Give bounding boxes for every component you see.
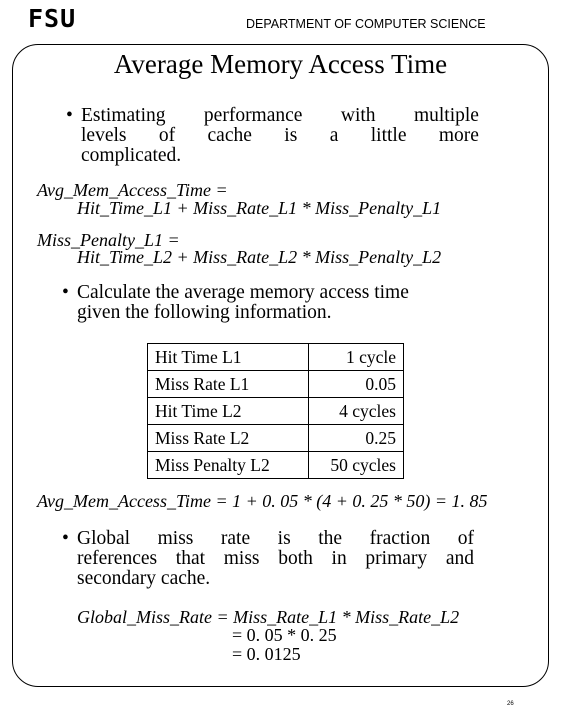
table-label-cell: Hit Time L1 [147,343,309,371]
amat-formula-lhs: Avg_Mem_Access_Time = [37,180,228,200]
page-number: 26 [507,701,514,707]
bullet3-line1: Global miss rate is the fraction of [62,528,474,550]
slide-frame [12,44,549,687]
bullet3-line3: secondary cache. [77,568,211,589]
table-label-cell: Miss Rate L2 [147,424,309,452]
word: miss [223,548,260,569]
fsu-logo: FSU [28,4,77,33]
miss-penalty-formula-lhs: Miss_Penalty_L1 = [37,230,180,250]
word: miss [157,528,194,549]
word: both [278,548,313,569]
global-miss-rate-result: = 0. 0125 [232,644,301,664]
word: rate [220,528,251,549]
word: of [457,528,474,549]
table-value-cell: 1 cycle [308,343,404,371]
word: primary [365,548,428,569]
word: is [284,125,298,146]
word: with [340,105,376,126]
word: a [329,125,339,146]
table-value-cell: 50 cycles [308,451,404,479]
table-row: Hit Time L1 1 cycle [147,343,404,371]
table-value-cell: 0.25 [308,424,404,452]
word: in [331,548,347,569]
word: multiple [413,105,479,126]
word: cache [207,125,252,146]
table-label-cell: Hit Time L2 [147,397,309,425]
table-row: Hit Time L2 4 cycles [147,397,404,425]
bullet-global-miss-rate: Global miss rate is the fraction of refe… [62,529,474,589]
bullet-estimating: Estimating performance with multiple lev… [66,106,479,166]
word: Global [77,528,131,549]
bullet1-line2: levels of cache is a little more [66,126,479,146]
table-label-cell: Miss Penalty L2 [147,451,309,479]
miss-penalty-formula-rhs: Hit_Time_L2 + Miss_Rate_L2 * Miss_Penalt… [77,247,442,267]
bullet2-line1: Calculate the average memory access time [62,283,474,304]
bullet-calculate: Calculate the average memory access time… [62,283,474,323]
table-value-cell: 4 cycles [308,397,404,425]
word: and [445,548,474,569]
word: of [158,125,176,146]
table-row: Miss Penalty L2 50 cycles [147,451,404,479]
word: little [370,125,407,146]
word: fraction [369,528,431,549]
word: is [277,528,291,549]
table-row: Miss Rate L1 0.05 [147,370,404,398]
table-value-cell: 0.05 [308,370,404,398]
amat-formula-rhs: Hit_Time_L1 + Miss_Rate_L1 * Miss_Penalt… [77,198,442,218]
bullet1-line1: Estimating performance with multiple [66,105,479,127]
word: that [175,548,206,569]
word: references [77,548,158,569]
slide-title: Average Memory Access Time [113,49,448,79]
bullet1-line3: complicated. [81,145,182,166]
word: the [318,528,343,549]
given-info-table: Hit Time L1 1 cycle Miss Rate L1 0.05 Hi… [147,343,404,479]
word: Estimating [81,105,166,126]
table-label-cell: Miss Rate L1 [147,370,309,398]
global-miss-rate-step: = 0. 05 * 0. 25 [232,625,337,645]
bullet3-line2: references that miss both in primary and [62,549,474,569]
word: more [438,125,479,146]
word: performance [203,105,303,126]
department-header: DEPARTMENT OF COMPUTER SCIENCE [246,17,486,31]
bullet2-line2: given the following information. [77,302,332,323]
word: levels [81,125,127,146]
amat-result: Avg_Mem_Access_Time = 1 + 0. 05 * (4 + 0… [37,491,488,511]
global-miss-rate-formula: Global_Miss_Rate = Miss_Rate_L1 * Miss_R… [77,607,460,627]
table-row: Miss Rate L2 0.25 [147,424,404,452]
